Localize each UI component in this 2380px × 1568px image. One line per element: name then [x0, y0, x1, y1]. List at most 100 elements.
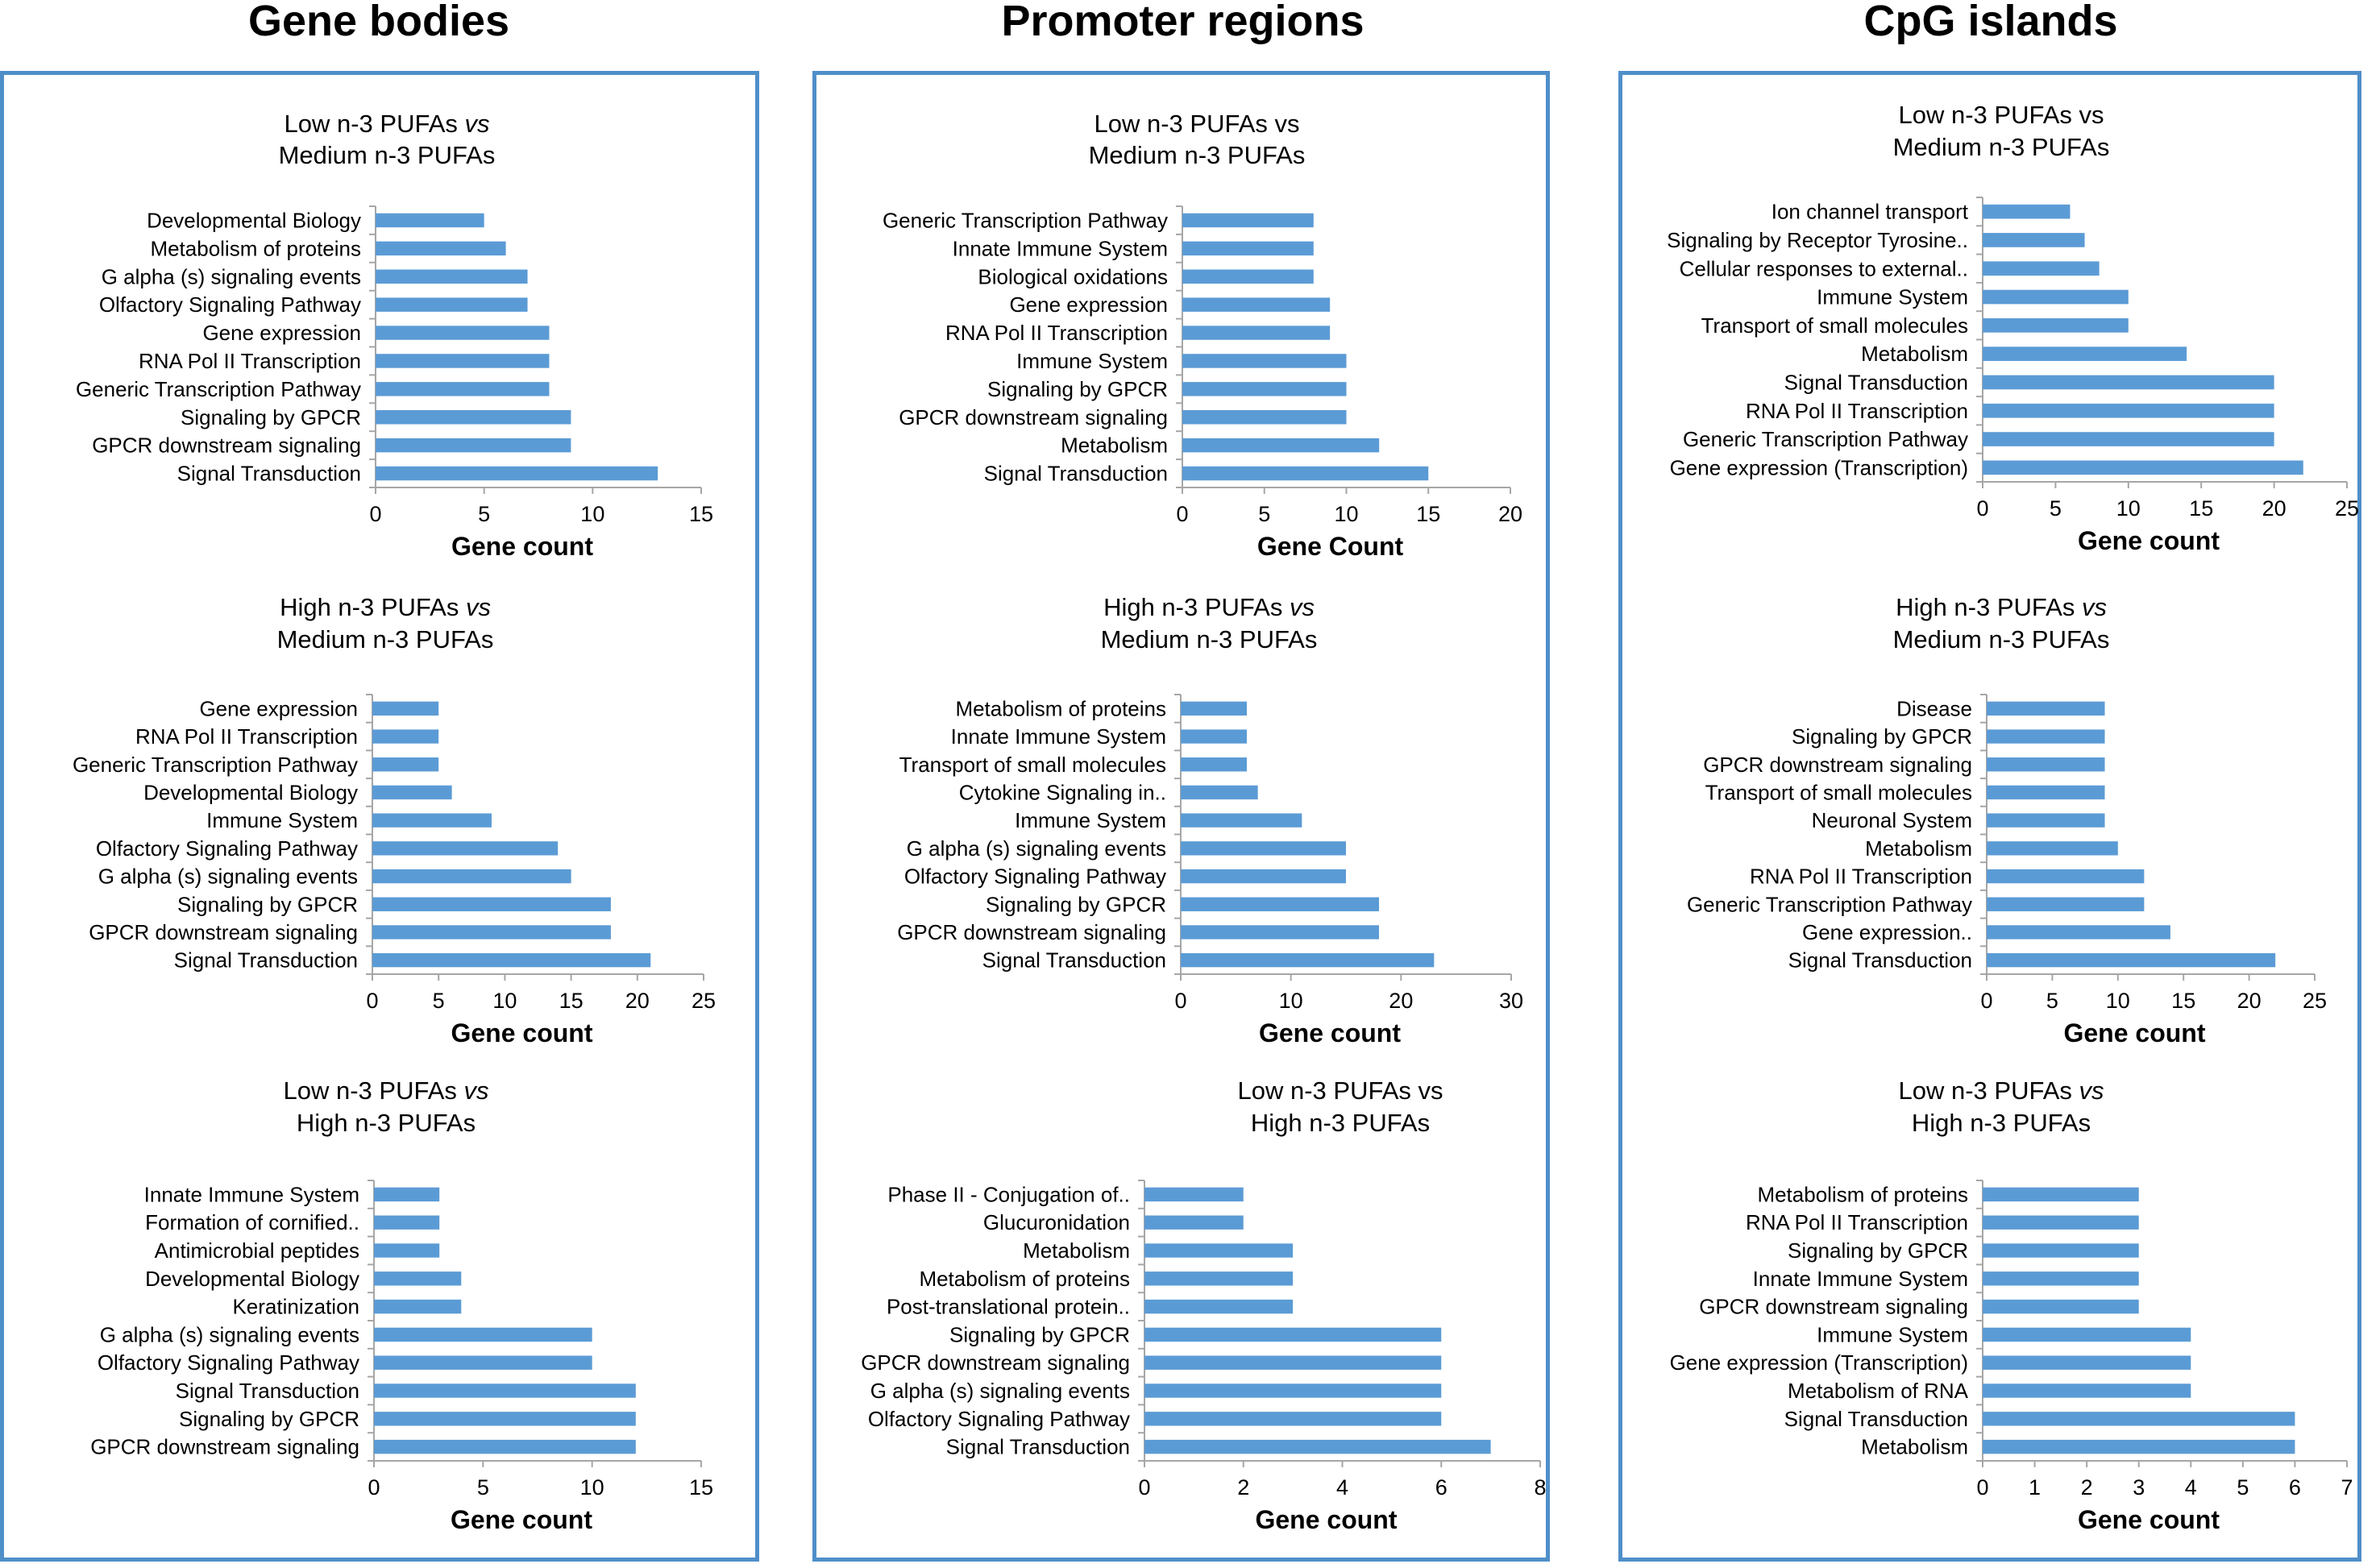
chart-1-category-label: Generic Transcription Pathway [76, 377, 361, 401]
chart-8-category-label: Transport of small molecules [1705, 780, 1972, 804]
chart-2-bar [372, 701, 439, 716]
chart-3-bar [374, 1187, 440, 1202]
chart-4-bar [1182, 241, 1314, 256]
chart-1-category-label: Signaling by GPCR [181, 405, 361, 429]
chart-6-x-tick-label: 0 [1138, 1475, 1150, 1500]
chart-8-bar [1987, 952, 2276, 968]
chart-9-title-text: Low n-3 PUFAs [1899, 1076, 2079, 1105]
chart-7-bar [1983, 346, 2187, 361]
chart-8-bar [1987, 701, 2105, 716]
chart-2-x-tick-label: 15 [559, 989, 584, 1013]
chart-3-category-label: GPCR downstream signaling [90, 1435, 359, 1459]
chart-3-category-label: Formation of cornified.. [145, 1210, 359, 1234]
chart-6-category-label: Phase II - Conjugation of.. [887, 1182, 1130, 1206]
chart-9-bar [1983, 1243, 2139, 1258]
column-title-cpg-islands: CpG islands [1863, 0, 2118, 45]
chart-5-category-label: Metabolism of proteins [955, 696, 1166, 720]
chart-4-x-tick-label: 5 [1258, 502, 1270, 526]
chart-6-category-label: Signal Transduction [946, 1435, 1130, 1459]
chart-2-title-line2: Medium n-3 PUFAs [277, 625, 494, 653]
chart-7-bar [1983, 204, 2071, 219]
chart-5-bar [1181, 813, 1302, 828]
chart-4-category-label: Metabolism [1061, 433, 1168, 458]
chart-7-category-label: Immune System [1817, 285, 1968, 309]
chart-9-bar [1983, 1327, 2191, 1342]
chart-6-title-line2: High n-3 PUFAs [1251, 1109, 1430, 1137]
chart-6-category-label: Signaling by GPCR [949, 1322, 1130, 1346]
chart-3-bar [374, 1299, 462, 1314]
chart-9-category-label: Metabolism [1861, 1435, 1968, 1459]
chart-5-category-label: G alpha (s) signaling events [907, 836, 1166, 861]
chart-9-title-vs: vs [2079, 1076, 2104, 1105]
chart-4-x-tick-label: 20 [1498, 502, 1522, 526]
chart-1-category-label: Developmental Biology [147, 208, 361, 232]
chart-3-category-label: Signal Transduction [176, 1379, 359, 1403]
chart-1-x-label: Gene count [451, 532, 593, 561]
chart-5-bar [1181, 869, 1346, 884]
chart-1-bar [376, 410, 571, 425]
chart-9-bar [1983, 1355, 2191, 1370]
chart-3-title-vs: vs [463, 1076, 488, 1105]
panel-gene-bodies [0, 71, 759, 1562]
chart-9-category-label: Metabolism of proteins [1757, 1182, 1968, 1206]
chart-9-x-tick-label: 6 [2289, 1475, 2301, 1500]
chart-7-category-label: Ion channel transport [1772, 200, 1969, 224]
chart-6-bar [1144, 1271, 1294, 1286]
chart-9-x-tick-label: 7 [2341, 1475, 2353, 1500]
chart-2-category-label: Signaling by GPCR [177, 892, 358, 916]
panel-promoter-regions [812, 71, 1550, 1562]
chart-7-category-label: Transport of small molecules [1701, 313, 1968, 338]
chart-2-bar [372, 952, 651, 968]
chart-1-x-tick-label: 10 [580, 502, 604, 526]
chart-3-category-label: Innate Immune System [144, 1182, 359, 1206]
chart-9-x-tick-label: 2 [2081, 1475, 2093, 1500]
chart-1-bar [376, 297, 528, 312]
chart-9-bar [1983, 1299, 2139, 1314]
chart-5-title-line2: Medium n-3 PUFAs [1101, 625, 1318, 653]
chart-4-bar [1182, 326, 1331, 340]
chart-1-title-line2: Medium n-3 PUFAs [279, 141, 496, 169]
chart-7-bar [1983, 432, 2274, 446]
chart-6-title-line1: Low n-3 PUFAs vs [1238, 1076, 1443, 1105]
chart-2-bar [372, 757, 439, 772]
chart-8-category-label: GPCR downstream signaling [1703, 753, 1972, 777]
chart-7-category-label: Signaling by Receptor Tyrosine.. [1667, 228, 1968, 252]
chart-8-x-tick-label: 15 [2171, 989, 2195, 1013]
chart-5-title-line1: High n-3 PUFAs vs [1103, 593, 1315, 621]
chart-6-category-label: Glucuronidation [983, 1210, 1130, 1234]
chart-4-category-label: Signal Transduction [984, 462, 1168, 486]
column-title-promoter-regions: Promoter regions [1001, 0, 1364, 45]
chart-5-bar [1181, 841, 1346, 856]
chart-1-title-text: Low n-3 PUFAs [285, 110, 465, 138]
chart-2-category-label: G alpha (s) signaling events [98, 865, 358, 889]
chart-1-x-tick-label: 5 [478, 502, 490, 526]
chart-8-category-label: Gene expression.. [1802, 920, 1972, 944]
chart-7-category-label: Gene expression (Transcription) [1670, 455, 1968, 479]
chart-2-category-label: Olfactory Signaling Pathway [96, 836, 358, 861]
chart-8-category-label: Metabolism [1865, 836, 1972, 861]
chart-8-bar [1987, 925, 2170, 940]
chart-1-x-tick-label: 15 [689, 502, 713, 526]
chart-3-bar [374, 1412, 636, 1426]
chart-6-bar [1144, 1299, 1294, 1314]
chart-5-category-label: Signal Transduction [982, 948, 1166, 973]
chart-7-category-label: Metabolism [1861, 342, 1968, 366]
chart-5-x-tick-label: 20 [1389, 989, 1413, 1013]
chart-1-x-tick-label: 0 [369, 502, 381, 526]
chart-4-x-tick-label: 10 [1334, 502, 1358, 526]
chart-7-category-label: Generic Transcription Pathway [1683, 427, 1968, 451]
chart-2-x-tick-label: 20 [625, 989, 650, 1013]
chart-4-bar [1182, 410, 1347, 425]
chart-3-category-label: Antimicrobial peptides [155, 1238, 359, 1263]
chart-6-x-label: Gene count [1255, 1505, 1397, 1534]
chart-4-bar [1182, 269, 1314, 284]
chart-7-bar [1983, 403, 2274, 418]
chart-7-x-tick-label: 15 [2189, 496, 2213, 521]
chart-1-category-label: Gene expression [202, 321, 361, 345]
chart-4-bar [1182, 213, 1314, 228]
chart-4-category-label: RNA Pol II Transcription [945, 321, 1168, 345]
chart-7-category-label: Signal Transduction [1784, 370, 1968, 394]
chart-9-x-tick-label: 5 [2237, 1475, 2249, 1500]
chart-5-category-label: Immune System [1015, 808, 1166, 832]
chart-2-bar [372, 813, 492, 828]
